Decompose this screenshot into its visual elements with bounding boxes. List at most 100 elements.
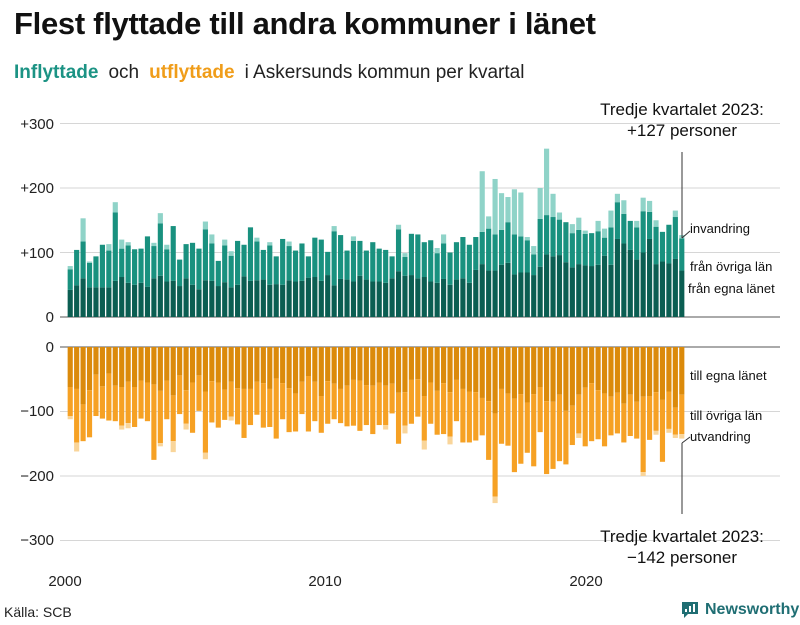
bar-out-till-egna-länet [595, 347, 601, 391]
bar-in-från-egna-länet [286, 280, 292, 318]
bar-out-till-övriga-län [634, 401, 640, 439]
bar-out-till-egna-länet [486, 347, 492, 402]
bar-out-till-egna-länet [428, 347, 434, 383]
bar-out-utvandring [74, 442, 80, 452]
bar-in-från-övriga-län [183, 244, 189, 279]
bar-out-till-övriga-län [550, 401, 556, 469]
bar-out-till-övriga-län [151, 384, 157, 460]
bar-in-från-övriga-län [209, 243, 215, 281]
label-pointer-utvandring [681, 436, 691, 444]
bar-in-från-egna-länet [202, 280, 208, 318]
bar-out-till-egna-länet [183, 347, 189, 391]
bar-in-från-egna-länet [305, 277, 311, 317]
bar-out-till-övriga-län [601, 393, 608, 447]
bar-in-från-egna-länet [601, 255, 608, 317]
bar-out-till-egna-länet [498, 347, 505, 389]
bar-out-till-egna-länet [299, 347, 305, 382]
bar-out-till-övriga-län [331, 383, 337, 420]
bar-out-till-övriga-län [144, 382, 151, 422]
bar-in-invandring [228, 251, 234, 256]
bar-in-invandring [209, 234, 215, 244]
bar-in-från-övriga-län [428, 240, 434, 282]
bar-out-till-övriga-län [350, 379, 357, 426]
bar-in-från-egna-länet [254, 280, 260, 318]
bar-out-till-övriga-län [621, 403, 627, 443]
bar-in-från-egna-länet [589, 266, 595, 317]
bar-out-till-övriga-län [318, 396, 324, 433]
bar-out-till-övriga-län [647, 396, 653, 440]
bar-in-från-egna-länet [215, 286, 221, 317]
bar-in-från-egna-länet [125, 282, 131, 317]
bar-out-utvandring [202, 452, 208, 460]
bar-in-från-övriga-län [595, 231, 601, 265]
bar-out-till-övriga-län [383, 385, 389, 426]
label-fran-egna-lanet: från egna länet [688, 281, 775, 296]
bar-in-invandring [254, 237, 260, 242]
bar-out-till-egna-länet [505, 347, 511, 394]
bar-in-från-egna-länet [453, 279, 460, 317]
bar-in-från-egna-länet [370, 281, 376, 317]
bar-out-till-egna-länet [157, 347, 163, 391]
bar-in-från-egna-länet [376, 281, 382, 317]
bar-out-till-egna-länet [363, 347, 369, 386]
bar-out-till-egna-länet [634, 347, 640, 402]
bar-in-från-egna-länet [247, 280, 254, 317]
bar-out-till-övriga-län [608, 396, 614, 436]
bar-out-utvandring [67, 416, 73, 420]
bar-out-utvandring [666, 428, 672, 433]
bar-in-från-egna-länet [537, 266, 543, 317]
bar-out-till-egna-länet [67, 347, 73, 387]
bar-out-till-egna-länet [305, 347, 311, 377]
bar-out-till-övriga-län [441, 383, 447, 435]
bar-in-från-övriga-län [164, 249, 170, 282]
source-note: Källa: SCB [4, 604, 72, 620]
bar-in-invandring [164, 244, 170, 250]
bar-in-invandring [647, 200, 653, 212]
bar-out-utvandring [421, 440, 427, 450]
bar-in-från-egna-länet [93, 287, 99, 317]
bar-in-invandring [67, 266, 73, 270]
bar-in-invandring [395, 224, 402, 230]
bar-in-från-övriga-län [370, 242, 376, 282]
bar-out-till-övriga-län [428, 382, 434, 424]
bar-in-från-egna-länet [627, 249, 633, 317]
newsworthy-logo[interactable]: Newsworthy [680, 600, 799, 620]
bar-in-från-övriga-län [492, 234, 498, 271]
bar-out-till-egna-länet [395, 347, 402, 393]
bar-out-till-övriga-län [254, 381, 260, 415]
bar-in-från-egna-länet [331, 285, 337, 317]
bar-in-från-övriga-län [119, 248, 125, 278]
bar-in-från-övriga-län [350, 240, 357, 282]
bar-in-från-övriga-län [576, 229, 582, 265]
bar-in-från-övriga-län [441, 243, 447, 279]
bar-in-från-egna-länet [344, 279, 350, 317]
bar-in-invandring [492, 178, 498, 235]
bar-in-invandring [518, 192, 524, 237]
bar-in-från-övriga-län [80, 241, 86, 279]
bar-out-till-egna-länet [434, 347, 440, 391]
bar-in-från-egna-länet [318, 280, 324, 317]
bar-in-från-övriga-län [563, 222, 569, 263]
bar-in-från-övriga-län [132, 249, 138, 285]
bar-in-invandring [621, 200, 627, 214]
bar-out-till-övriga-län [209, 381, 215, 423]
label-till-ovriga-lan: till övriga län [690, 408, 762, 423]
bar-out-till-övriga-län [74, 388, 80, 443]
bar-in-från-övriga-län [466, 244, 472, 283]
bar-out-till-egna-länet [653, 347, 659, 393]
bar-in-från-egna-länet [325, 275, 331, 317]
label-pointer-invandring [681, 230, 691, 239]
annotation-top-line1: Tredje kvartalet 2023: [600, 100, 764, 119]
bar-out-till-egna-länet [196, 347, 202, 376]
bar-out-till-egna-länet [99, 347, 105, 387]
bar-in-från-egna-länet [498, 264, 505, 317]
bar-out-till-övriga-län [228, 381, 234, 417]
bar-in-från-egna-länet [280, 284, 286, 317]
ytick-bottom-0: 0 [46, 339, 54, 356]
bar-out-till-egna-länet [441, 347, 447, 384]
bar-in-från-övriga-län [537, 218, 543, 267]
bar-in-från-övriga-län [447, 252, 453, 285]
bar-in-invandring [569, 224, 575, 234]
bar-in-från-övriga-län [659, 231, 666, 262]
bar-in-från-egna-länet [151, 278, 157, 317]
